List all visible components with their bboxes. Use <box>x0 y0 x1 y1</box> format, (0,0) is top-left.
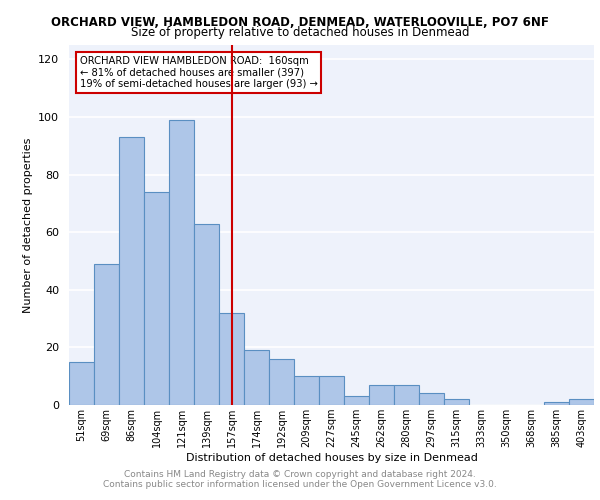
Bar <box>544 402 569 405</box>
Bar <box>169 120 194 405</box>
Bar <box>569 399 594 405</box>
Bar <box>419 394 444 405</box>
Bar <box>94 264 119 405</box>
Bar <box>294 376 319 405</box>
Text: ORCHARD VIEW HAMBLEDON ROAD:  160sqm
← 81% of detached houses are smaller (397)
: ORCHARD VIEW HAMBLEDON ROAD: 160sqm ← 81… <box>79 56 317 89</box>
Text: ORCHARD VIEW, HAMBLEDON ROAD, DENMEAD, WATERLOOVILLE, PO7 6NF: ORCHARD VIEW, HAMBLEDON ROAD, DENMEAD, W… <box>51 16 549 29</box>
Bar <box>244 350 269 405</box>
Y-axis label: Number of detached properties: Number of detached properties <box>23 138 32 312</box>
Bar <box>269 359 294 405</box>
Bar <box>144 192 169 405</box>
Bar <box>319 376 344 405</box>
Bar <box>344 396 369 405</box>
Bar <box>444 399 469 405</box>
Bar <box>369 385 394 405</box>
Bar <box>194 224 219 405</box>
Text: Contains HM Land Registry data © Crown copyright and database right 2024.
Contai: Contains HM Land Registry data © Crown c… <box>103 470 497 489</box>
Bar <box>119 137 144 405</box>
Bar <box>69 362 94 405</box>
Bar <box>219 313 244 405</box>
Text: Size of property relative to detached houses in Denmead: Size of property relative to detached ho… <box>131 26 469 39</box>
X-axis label: Distribution of detached houses by size in Denmead: Distribution of detached houses by size … <box>185 453 478 463</box>
Bar <box>394 385 419 405</box>
